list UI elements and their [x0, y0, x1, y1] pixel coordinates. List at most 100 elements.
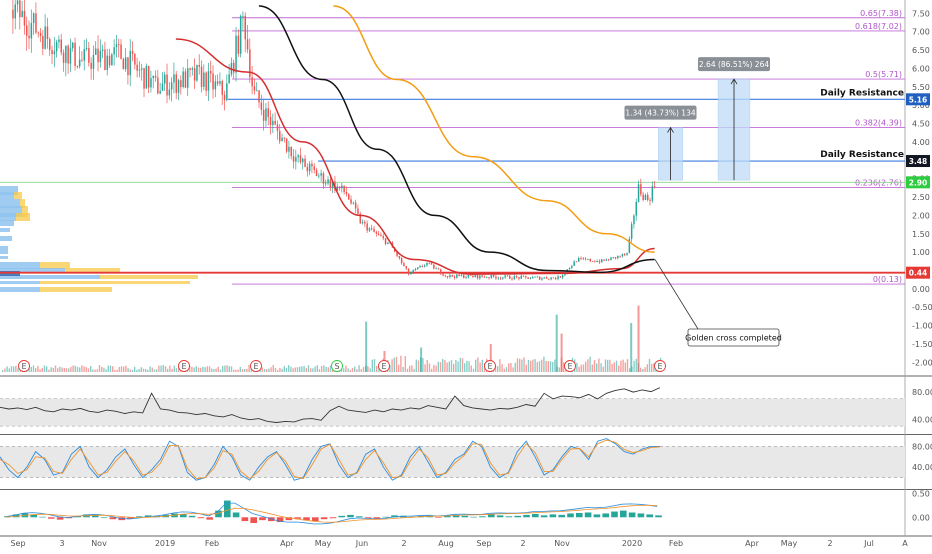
candle-body — [598, 261, 601, 263]
candle-body — [251, 77, 253, 87]
candle-body — [42, 36, 44, 49]
candle-body — [511, 278, 513, 280]
candle-body — [446, 275, 449, 278]
volume-bar — [85, 367, 87, 372]
event-marker-letter: E — [253, 362, 258, 371]
candle-body — [177, 80, 180, 93]
candle-body — [51, 49, 53, 55]
candle-body — [561, 275, 564, 278]
volume-bar — [433, 364, 435, 372]
volume-profile-bar — [0, 199, 20, 208]
volume-bar — [545, 360, 547, 372]
macd-histogram-bar — [628, 512, 636, 518]
volume-bar — [63, 367, 65, 372]
volume-bar — [244, 368, 246, 372]
volume-bar — [303, 365, 305, 372]
candle-body — [311, 163, 313, 167]
volume-bar — [92, 369, 94, 372]
volume-bar — [65, 368, 68, 372]
volume-bar — [118, 366, 120, 372]
volume-bar — [354, 366, 356, 372]
volume-bar — [635, 358, 637, 372]
volume-bar — [37, 365, 39, 372]
volume-profile-bar — [20, 199, 25, 208]
volume-bar — [197, 367, 200, 372]
candle-body — [587, 258, 589, 260]
volume-bar — [140, 367, 142, 372]
volume-profile-bar — [0, 186, 18, 195]
volume-bar — [127, 368, 129, 372]
resistance-label: Daily Resistance — [820, 88, 904, 98]
candle-body — [575, 261, 578, 263]
volume-bar — [615, 360, 618, 372]
candle-body — [325, 183, 327, 185]
volume-bar — [400, 355, 402, 372]
candle-body — [233, 62, 235, 73]
macd-histogram-bar — [496, 515, 504, 518]
volume-bar — [629, 368, 631, 372]
candle-body — [626, 252, 628, 255]
volume-spike — [489, 344, 492, 372]
volume-bar — [362, 366, 365, 372]
macd-histogram-bar — [320, 517, 328, 520]
volume-bar — [347, 368, 349, 372]
volume-bar — [296, 367, 299, 372]
candle-body — [345, 191, 348, 195]
candle-body — [559, 276, 562, 278]
macd-histogram-bar — [224, 500, 231, 518]
price-tag — [906, 155, 930, 168]
volume-bar — [241, 369, 244, 372]
price-tag-text: 2.90 — [909, 178, 928, 187]
candle-body — [352, 202, 355, 204]
candle-body — [315, 169, 318, 177]
macd-histogram-bar — [12, 514, 20, 518]
volume-bar — [499, 359, 501, 372]
candle-body — [522, 275, 525, 277]
macd-histogram-bar — [48, 517, 55, 519]
macd-histogram-bar — [356, 516, 363, 518]
candle-body — [368, 228, 371, 231]
time-axis-tick: May — [781, 539, 798, 548]
measure-arrowhead — [667, 126, 674, 133]
volume-bar — [475, 359, 477, 372]
volume-profile-bar — [0, 287, 40, 292]
candle-body — [603, 259, 605, 261]
volume-profile-bar — [0, 206, 22, 217]
candle-body — [536, 276, 539, 278]
volume-bar — [510, 363, 512, 372]
macd-histogram-bar — [188, 515, 196, 518]
candle-body — [444, 275, 447, 277]
candle-body — [513, 276, 516, 280]
volume-bar — [288, 365, 290, 372]
candle-body — [607, 259, 610, 261]
volume-bar — [582, 364, 585, 372]
candle-body — [502, 277, 504, 279]
macd-histogram-bar — [470, 516, 477, 518]
event-marker — [654, 360, 666, 372]
candle-body — [83, 49, 86, 61]
candle-body — [341, 185, 343, 189]
candle-body — [543, 277, 546, 279]
candle-body — [154, 75, 157, 78]
volume-bar — [450, 360, 453, 372]
volume-bar — [477, 357, 479, 372]
candle-body — [92, 54, 95, 69]
candle-body — [596, 261, 598, 262]
candle-body — [69, 48, 72, 64]
time-axis-tick: Aug — [438, 539, 454, 548]
volume-bar — [541, 359, 543, 372]
volume-bar — [76, 366, 79, 372]
candle-body — [437, 268, 440, 270]
moving-average-line — [175, 38, 655, 275]
candle-body — [492, 275, 495, 277]
macd-histogram-bar — [39, 516, 46, 518]
candle-body — [203, 72, 205, 87]
event-marker — [331, 360, 343, 372]
volume-bar — [237, 369, 239, 372]
volume-bar — [147, 369, 149, 372]
stoch-band — [0, 446, 905, 478]
volume-bar — [294, 367, 296, 372]
volume-bar — [87, 368, 90, 372]
